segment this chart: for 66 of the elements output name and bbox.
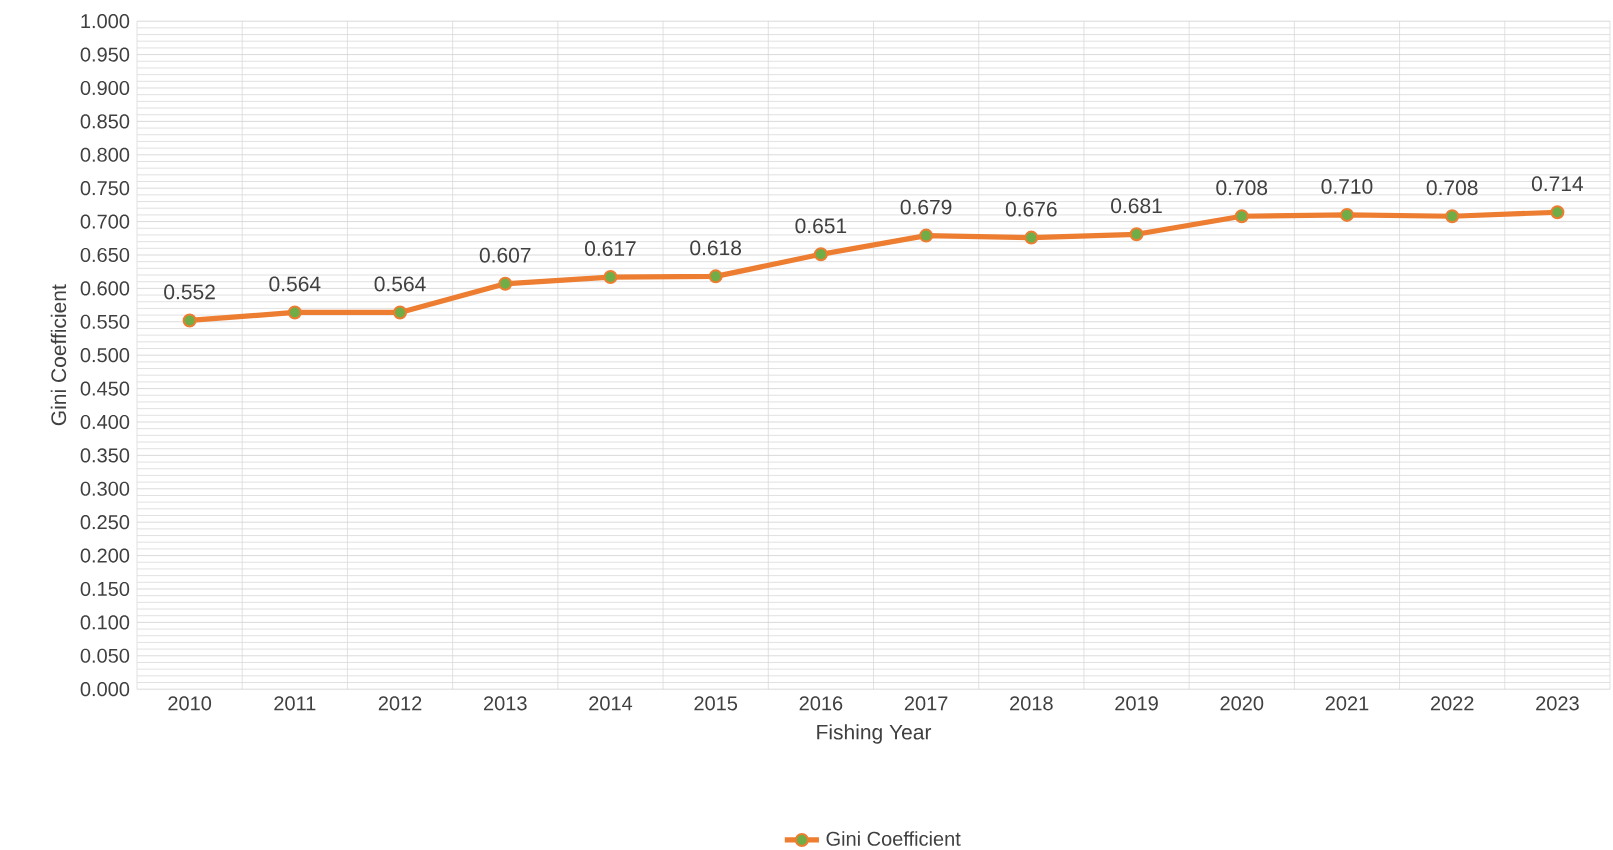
- y-tick-label: 0.100: [80, 615, 130, 630]
- point: [393, 305, 408, 320]
- point: [919, 228, 934, 243]
- y-tick-label: 0.900: [80, 80, 130, 96]
- data-label: 0.564: [374, 276, 426, 292]
- y-tick-label: 0.500: [80, 348, 130, 363]
- point: [1234, 209, 1249, 224]
- x-tick-label: 2011: [274, 696, 316, 711]
- data-label: 0.710: [1321, 178, 1373, 194]
- x-tick-label: 2022: [1430, 696, 1474, 711]
- y-axis-title: Gini Coefficient: [50, 284, 67, 426]
- data-label: 0.564: [269, 276, 321, 292]
- x-tick-label: 2021: [1325, 696, 1369, 711]
- y-tick-label: 0.300: [80, 481, 130, 496]
- data-label: 0.552: [164, 284, 215, 300]
- x-tick-label: 2012: [378, 696, 422, 711]
- point: [1024, 230, 1039, 245]
- y-tick-label: 0.950: [80, 47, 130, 62]
- y-tick-label: 0.000: [80, 682, 130, 697]
- y-tick-label: 0.600: [80, 281, 130, 296]
- data-label: 0.708: [1426, 180, 1478, 196]
- point: [1339, 207, 1354, 222]
- y-tick-label: 0.400: [80, 414, 130, 430]
- x-tick-label: 2020: [1220, 696, 1264, 711]
- point: [603, 270, 618, 285]
- y-tick-label: 0.050: [80, 648, 130, 663]
- data-label: 0.681: [1111, 198, 1162, 214]
- y-tick-label: 0.200: [80, 548, 130, 563]
- point: [1550, 205, 1565, 220]
- y-tick-label: 0.250: [80, 515, 130, 530]
- y-tick-label: 0.750: [80, 181, 130, 196]
- y-tick-label: 0.850: [80, 114, 130, 129]
- data-label: 0.676: [1005, 201, 1057, 217]
- data-label: 0.607: [479, 247, 531, 263]
- data-label: 0.651: [795, 218, 847, 234]
- x-tick-label: 2014: [589, 696, 633, 711]
- y-tick-label: 0.650: [80, 247, 130, 263]
- x-tick-label: 2017: [904, 696, 948, 711]
- x-axis-title: Fishing Year: [817, 724, 932, 744]
- y-tick-label: 0.700: [80, 214, 130, 229]
- point: [1129, 227, 1144, 242]
- x-tick-label: 2019: [1115, 696, 1158, 711]
- point: [708, 269, 723, 284]
- data-label: 0.618: [690, 240, 742, 256]
- point: [498, 276, 513, 291]
- y-tick-label: 1.000: [81, 14, 130, 29]
- x-tick-label: 2018: [1010, 696, 1053, 711]
- data-label: 0.714: [1531, 176, 1584, 192]
- legend-label: Gini Coefficient: [826, 831, 961, 846]
- y-tick-label: 0.550: [80, 314, 130, 329]
- point: [813, 247, 828, 262]
- y-tick-label: 0.350: [80, 448, 130, 463]
- data-label: 0.617: [585, 241, 636, 256]
- y-tick-label: 0.150: [80, 581, 130, 597]
- data-label: 0.679: [900, 199, 952, 215]
- point: [1445, 209, 1460, 224]
- x-tick-label: 2010: [168, 696, 212, 711]
- x-tick-label: 2013: [484, 696, 527, 711]
- point: [182, 313, 197, 328]
- x-tick-label: 2015: [694, 696, 738, 711]
- data-label: 0.708: [1216, 180, 1268, 196]
- x-tick-label: 2016: [799, 696, 843, 711]
- point: [287, 305, 302, 320]
- x-tick-label: 2023: [1536, 696, 1579, 711]
- y-tick-label: 0.450: [80, 381, 130, 396]
- y-tick-label: 0.800: [80, 147, 130, 162]
